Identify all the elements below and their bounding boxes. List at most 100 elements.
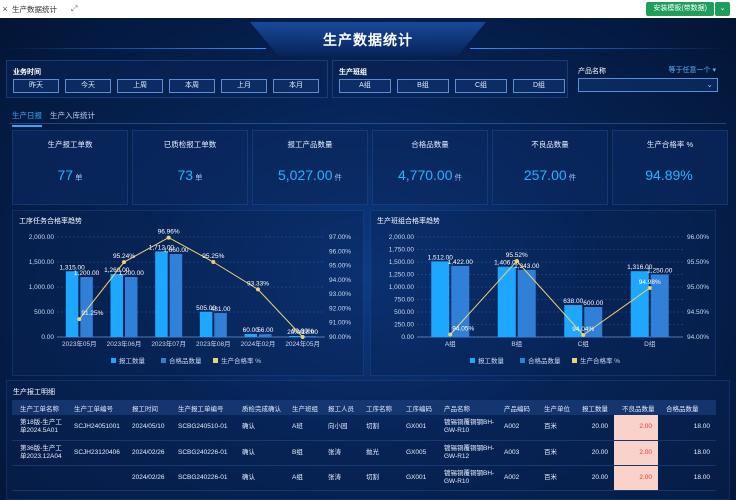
bar-data-label: 1,200.00 [119, 270, 145, 277]
y-tick-label: 1,250.00 [389, 272, 415, 279]
y2-tick-label: 92.00% [329, 305, 351, 312]
filter-last-month-button[interactable]: 上月 [221, 79, 267, 93]
column-header[interactable]: 生产报工单编号 [170, 400, 234, 415]
table-title: 生产报工明细 [13, 389, 55, 396]
column-header[interactable]: 工序名称 [358, 400, 398, 415]
column-header[interactable]: 生产工单编号 [66, 400, 124, 415]
match-mode-selector[interactable]: 等于任意一个 ▾ [668, 67, 716, 74]
bar-data-label: 1,406.00 [494, 260, 520, 267]
column-header[interactable]: 合格品数量 [658, 400, 716, 415]
table-row[interactable]: 第18版-生产工单2024.5A01 SCJH24051001 2024/05/10… [12, 415, 716, 441]
table-cell: SCBG240510-01 [170, 415, 234, 441]
bar-qualified-quantity [584, 307, 603, 337]
column-header[interactable]: 报工数量 [574, 400, 614, 415]
bar-data-label: 638.00 [563, 298, 583, 305]
bar-report-quantity [199, 311, 213, 337]
close-icon[interactable]: × [2, 4, 8, 14]
bar-qualified-quantity [214, 312, 227, 337]
bar-data-label: 505.00 [196, 305, 216, 312]
bar-data-label: 20.00 [287, 329, 304, 336]
chevron-down-icon[interactable]: ⌄ [715, 2, 730, 16]
table-cell: 切割 [358, 415, 398, 441]
process-pass-rate-chart: 0.00 500.00 1,000.00 1,500.00 2,000.00 90.00%… [29, 229, 352, 365]
tab-daily-report[interactable]: 生产日报 [12, 111, 42, 127]
table-cell: A003 [496, 440, 536, 466]
table-cell [12, 465, 66, 491]
table-cell [66, 465, 124, 491]
filter-today-button[interactable]: 今天 [65, 79, 111, 93]
kpi-label: 生产合格率 % [646, 140, 694, 149]
column-header[interactable]: 报工人员 [320, 400, 358, 415]
column-header[interactable]: 质检完成确认 [234, 400, 284, 415]
column-header[interactable]: 产品编码 [496, 400, 536, 415]
bar-data-label: 1,250.00 [647, 268, 673, 275]
y-tick-label: 1,000.00 [29, 284, 55, 291]
product-name-select[interactable]: ⌄ [578, 78, 718, 92]
column-header[interactable]: 工序编码 [398, 400, 436, 415]
filter-this-week-button[interactable]: 本周 [169, 79, 215, 93]
production-group-filter: 生产班组 A组 B组 C组 D组 [332, 60, 568, 98]
kpi-value: 94.89% [645, 167, 693, 183]
line-data-label: 94.04% [572, 326, 594, 333]
filter-this-month-button[interactable]: 本月 [273, 79, 319, 93]
bar-report-quantity [155, 251, 168, 337]
column-header[interactable]: 产品名称 [436, 400, 496, 415]
y2-tick-label: 95.50% [687, 259, 709, 266]
install-template-button[interactable]: 安装模板(带数据) [646, 2, 714, 16]
kpi-label: 报工产品数量 [287, 140, 333, 149]
y2-tick-label: 95.00% [329, 263, 351, 270]
y2-tick-label: 97.00% [329, 234, 351, 241]
table-body: 第18版-生产工单2024.5A01 SCJH24051001 2024/05/10… [12, 415, 716, 491]
table-header-row: 生产工单名称 生产工单编号 报工时间 生产报工单编号 质检完成确认 生产班组 报工人员 工序名… [12, 400, 716, 415]
table-cell: 确认 [234, 415, 284, 441]
y2-tick-label: 96.00% [687, 234, 709, 241]
top-bar: × 生产数据统计 ⤢ 安装模板(带数据) ⌄ [0, 0, 736, 18]
expand-icon[interactable]: ⤢ [71, 4, 78, 13]
x-tick-label: 2023年06月 [107, 339, 142, 348]
kpi-unit: 单 [75, 173, 83, 182]
y2-tick-label: 93.00% [329, 291, 351, 298]
column-header[interactable]: 不良品数量 [614, 400, 658, 415]
kpi-value: 77 [57, 167, 74, 183]
table-row[interactable]: 2024/02/26 SCBG240226-01 确认 A组 张涛 切割 GX001 镀锡铜覆… [12, 465, 716, 491]
table-cell: A002 [496, 465, 536, 491]
legend-label: 合格品数量 [169, 356, 202, 365]
bar-report-quantity [289, 336, 302, 337]
column-header[interactable]: 生产班组 [284, 400, 320, 415]
legend-swatch [572, 358, 577, 363]
x-tick-label: B组 [511, 339, 522, 348]
group-b-button[interactable]: B组 [397, 79, 449, 93]
filter-last-week-button[interactable]: 上周 [117, 79, 163, 93]
table-cell: 张涛 [320, 440, 358, 466]
column-header[interactable]: 生产单位 [536, 400, 574, 415]
table-cell: SCJH24051001 [66, 415, 124, 441]
kpi-label: 不良品数量 [531, 140, 569, 149]
table-cell: 百米 [536, 440, 574, 466]
column-header[interactable]: 生产工单名称 [12, 400, 66, 415]
group-d-button[interactable]: D组 [513, 79, 565, 93]
y2-tick-label: 94.00% [329, 277, 351, 284]
bar-data-label: 1,316.00 [627, 264, 653, 271]
kpi-value: 73 [177, 167, 194, 183]
kpi-value-row: 257.00 件 [493, 167, 607, 183]
group-c-button[interactable]: C组 [455, 79, 507, 93]
group-pass-rate-chart: 0.00250.00500.00750.001,000.001,250.001,… [389, 234, 710, 365]
tab-inbound-stats[interactable]: 生产入库统计 [50, 111, 95, 120]
y2-tick-label: 96.00% [329, 248, 351, 255]
table-cell: 18.00 [658, 465, 716, 491]
bar-report-quantity [630, 271, 649, 337]
bar-qualified-quantity [259, 334, 272, 337]
y2-tick-label: 94.50% [687, 309, 709, 316]
table-row[interactable]: 第36版-生产工单2023.12A04 SCJH23120406 2024/02/2… [12, 440, 716, 466]
y-tick-label: 1,500.00 [29, 259, 55, 266]
table-cell: 向小园 [320, 415, 358, 441]
filter-yesterday-button[interactable]: 昨天 [13, 79, 59, 93]
column-header[interactable]: 报工时间 [124, 400, 170, 415]
legend-swatch [111, 358, 116, 363]
group-a-button[interactable]: A组 [339, 79, 391, 93]
y-tick-label: 750.00 [394, 297, 414, 304]
pass-rate-point [166, 235, 171, 240]
title-plate [250, 22, 486, 56]
table-cell: B组 [284, 440, 320, 466]
table-cell: A组 [284, 465, 320, 491]
